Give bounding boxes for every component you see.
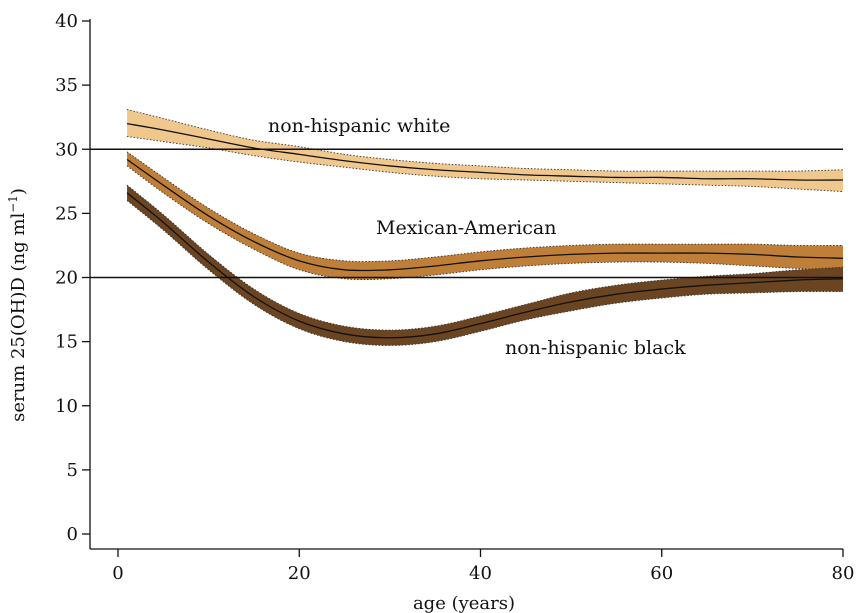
confidence-bands (126, 109, 844, 346)
x-axis-ticks: 0 20 40 60 80 (112, 549, 854, 584)
x-tick-label: 0 (112, 563, 123, 584)
reference-lines (90, 148, 843, 279)
x-tick-label: 40 (469, 563, 492, 584)
y-tick-label: 5 (67, 460, 78, 481)
x-tick-label: 20 (288, 563, 311, 584)
y-axis-title: serum 25(OH)D (ng ml−1) (6, 188, 29, 422)
y-tick-label: 0 (67, 524, 78, 545)
y-tick-label: 35 (55, 75, 78, 96)
y-tick-label: 20 (55, 268, 78, 289)
y-tick-label: 25 (55, 203, 78, 224)
y-tick-label: 15 (55, 332, 78, 353)
y-axis-title-superscript: −1 (6, 195, 20, 213)
series-line-1 (126, 158, 844, 272)
y-tick-label: 30 (55, 139, 78, 160)
band-upper-edge-2 (126, 184, 844, 331)
series-label-non-hispanic-black: non-hispanic black (505, 337, 686, 359)
band-lower-edge-1 (126, 165, 844, 281)
x-axis-title: age (years) (413, 593, 515, 613)
band-lower-edge-2 (126, 200, 844, 346)
series-line-0 (126, 122, 844, 181)
x-tick-label: 80 (832, 563, 855, 584)
y-tick-label: 10 (55, 396, 78, 417)
y-tick-label: 40 (55, 11, 78, 32)
y-axis-ticks: 0 5 10 15 20 25 30 35 40 (55, 11, 90, 545)
series-label-non-hispanic-white: non-hispanic white (268, 115, 450, 137)
band-series-1 (127, 151, 843, 280)
axes (89, 19, 843, 550)
series-lines (126, 122, 844, 339)
band-upper-edge-1 (126, 151, 844, 263)
x-tick-label: 60 (650, 563, 673, 584)
band-upper-edge-0 (126, 109, 844, 172)
y-axis-title-main: serum 25(OH)D (ng ml (8, 213, 29, 422)
y-axis-title-close: ) (8, 188, 29, 195)
series-line-2 (126, 192, 844, 339)
series-label-mexican-american: Mexican-American (376, 217, 556, 239)
